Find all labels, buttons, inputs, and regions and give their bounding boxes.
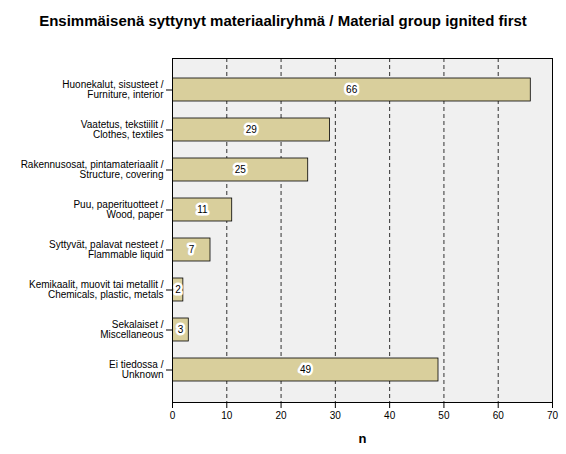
svg-text:n: n (359, 431, 367, 446)
svg-text:Ei tiedossa /Unknown: Ei tiedossa /Unknown (109, 359, 164, 380)
svg-text:66: 66 (346, 84, 358, 95)
svg-text:25: 25 (235, 164, 247, 175)
svg-text:20: 20 (276, 410, 288, 421)
svg-text:29: 29 (246, 124, 258, 135)
svg-text:Huonekalut, sisusteet /Furnitu: Huonekalut, sisusteet /Furniture, interi… (62, 79, 164, 100)
svg-text:7: 7 (189, 244, 195, 255)
svg-text:70: 70 (547, 410, 559, 421)
svg-text:Rakennusosat, pintamateriaalit: Rakennusosat, pintamateriaalit /Structur… (21, 159, 164, 180)
svg-text:49: 49 (300, 364, 312, 375)
svg-text:60: 60 (493, 410, 505, 421)
svg-text:3: 3 (178, 324, 184, 335)
svg-text:10: 10 (221, 410, 233, 421)
html-text:Ensimmäisenä syttynyt materiaa: Ensimmäisenä syttynyt materiaaliryhmä / … (39, 12, 527, 29)
svg-text:Kemikaalit, muovit tai metalli: Kemikaalit, muovit tai metallit /Chemica… (29, 279, 164, 300)
svg-text:11: 11 (197, 204, 208, 215)
svg-text:Puu, paperituotteet /Wood, pap: Puu, paperituotteet /Wood, paper (73, 199, 164, 220)
svg-text:Vaatetus, tekstiilit /Clothes,: Vaatetus, tekstiilit /Clothes, textiles (81, 119, 164, 140)
svg-text:2: 2 (175, 284, 181, 295)
svg-text:30: 30 (330, 410, 342, 421)
svg-text:40: 40 (384, 410, 396, 421)
svg-text:Sekalaiset /Miscellaneous: Sekalaiset /Miscellaneous (100, 319, 164, 340)
svg-text:0: 0 (170, 410, 176, 421)
svg-text:Syttyvät, palavat nesteet /Fla: Syttyvät, palavat nesteet /Flammable liq… (49, 239, 164, 260)
svg-text:50: 50 (438, 410, 450, 421)
